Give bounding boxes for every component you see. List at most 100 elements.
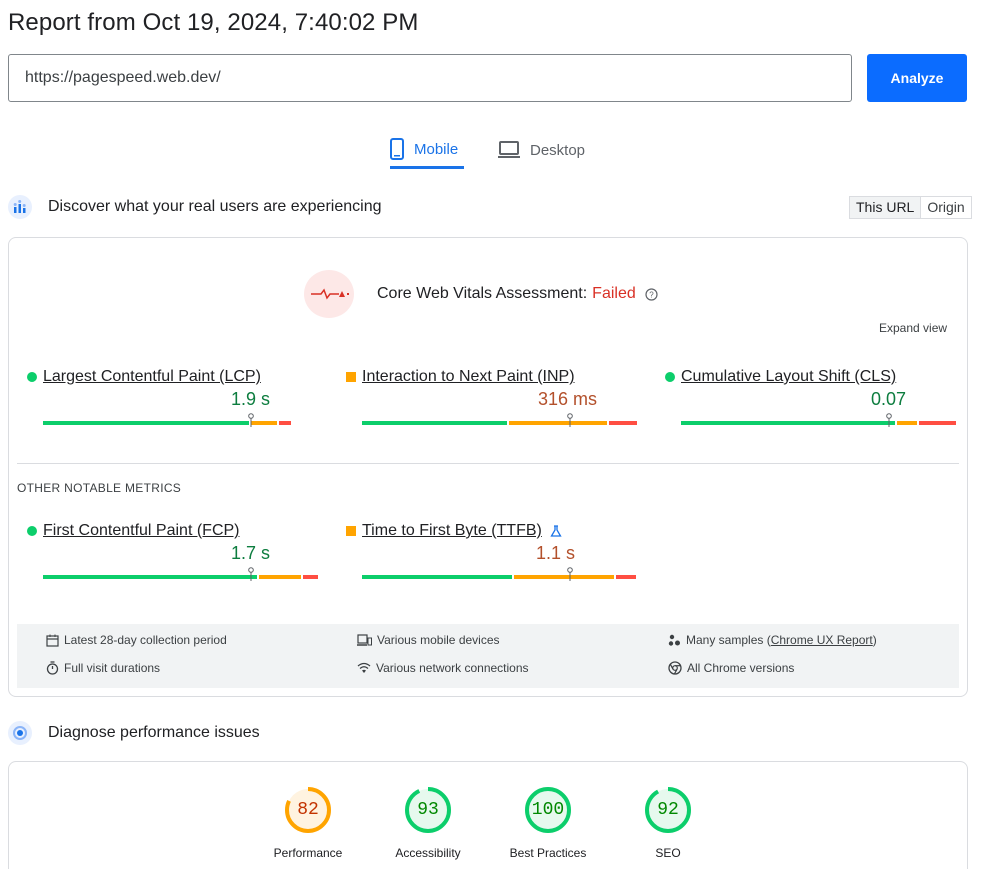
good-segment xyxy=(362,575,512,579)
info-chrome-versions: All Chrome versions xyxy=(668,661,794,675)
gauge-ring-icon xyxy=(525,787,571,833)
gauge-arc xyxy=(285,787,331,833)
samples-icon xyxy=(668,634,680,646)
info-devices-text: Various mobile devices xyxy=(377,633,500,647)
metric-cls-link[interactable]: Cumulative Layout Shift (CLS) xyxy=(681,368,897,385)
collection-info xyxy=(17,624,959,688)
gauge-ring-icon xyxy=(405,787,451,833)
toggle-this-url[interactable]: This URL xyxy=(850,197,922,218)
tab-mobile[interactable]: Mobile xyxy=(390,132,464,169)
metric-ttfb-link[interactable]: Time to First Byte (TTFB) xyxy=(362,522,542,539)
gauge-ring-icon xyxy=(285,787,331,833)
toggle-origin[interactable]: Origin xyxy=(927,199,965,215)
info-visit-text: Full visit durations xyxy=(64,661,161,675)
needs-improvement-segment xyxy=(259,575,301,579)
score-label: Performance xyxy=(273,846,343,860)
metric-cls: Cumulative Layout Shift (CLS) 0.07 xyxy=(665,368,956,438)
chrome-icon xyxy=(668,661,682,675)
info-network-text: Various network connections xyxy=(376,661,529,675)
poor-segment xyxy=(616,575,636,579)
gauge-arc xyxy=(645,787,691,833)
metric-inp-link[interactable]: Interaction to Next Paint (INP) xyxy=(362,368,575,385)
poor-segment xyxy=(279,421,291,425)
good-segment xyxy=(43,575,257,579)
phone-icon xyxy=(390,138,404,160)
needs-improvement-segment xyxy=(251,421,277,425)
good-segment xyxy=(362,421,507,425)
score-best-practices[interactable]: 100 Best Practices xyxy=(508,786,588,860)
cwv-assessment-status: Failed xyxy=(592,285,636,302)
lab-section-title: Diagnose performance issues xyxy=(48,724,260,741)
info-collection-text: Latest 28-day collection period xyxy=(64,633,227,647)
score-performance[interactable]: 82 Performance xyxy=(268,786,348,860)
other-metrics-heading: OTHER NOTABLE METRICS xyxy=(17,481,182,495)
score-accessibility[interactable]: 93 Accessibility xyxy=(388,786,468,860)
marker-icon xyxy=(248,567,254,581)
score-value: 93 xyxy=(417,800,439,820)
help-icon[interactable]: ? xyxy=(645,287,658,301)
good-dot-icon xyxy=(27,372,37,382)
needs-improvement-segment xyxy=(509,421,607,425)
gauge-arc xyxy=(525,787,571,833)
field-section-title: Discover what your real users are experi… xyxy=(48,198,382,215)
metric-inp: Interaction to Next Paint (INP) 316 ms xyxy=(346,368,637,438)
metric-inp-value: 316 ms xyxy=(537,389,597,409)
metric-fcp-value: 1.7 s xyxy=(230,543,270,563)
info-samples: Many samples (Chrome UX Report) xyxy=(668,633,877,647)
metric-lcp-value: 1.9 s xyxy=(230,389,270,409)
score-value: 100 xyxy=(531,800,565,820)
url-origin-toggle: This URL Origin xyxy=(849,196,972,219)
gauge-background xyxy=(647,789,689,831)
score-seo[interactable]: 92 SEO xyxy=(628,786,708,860)
tab-desktop[interactable]: Desktop xyxy=(498,132,588,168)
tab-mobile-label: Mobile xyxy=(414,140,459,158)
metric-cls-value: 0.07 xyxy=(870,389,906,409)
info-devices: Various mobile devices xyxy=(357,633,500,647)
gauge-background xyxy=(527,789,569,831)
calendar-icon xyxy=(46,634,59,647)
metric-lcp: Largest Contentful Paint (LCP) 1.9 s xyxy=(27,368,304,438)
score-label: Best Practices xyxy=(509,846,587,860)
info-chrome-text: All Chrome versions xyxy=(687,661,795,675)
chrome-ux-report-link[interactable]: Chrome UX Report xyxy=(770,633,873,647)
cwv-failed-badge xyxy=(304,270,354,318)
metric-ttfb: Time to First Byte (TTFB) 1.1 s xyxy=(346,522,636,592)
marker-icon xyxy=(248,413,254,427)
poor-segment xyxy=(609,421,637,425)
metric-lcp-link[interactable]: Largest Contentful Paint (LCP) xyxy=(43,368,261,385)
needs-improvement-segment xyxy=(514,575,614,579)
lab-data-card xyxy=(8,761,968,869)
gauge-background xyxy=(287,789,329,831)
info-collection-period: Latest 28-day collection period xyxy=(46,633,227,647)
marker-icon xyxy=(886,413,892,427)
good-segment xyxy=(681,421,895,425)
wifi-icon xyxy=(357,662,371,673)
good-dot-icon xyxy=(27,526,37,536)
metric-fcp-distribution xyxy=(43,575,320,579)
score-label: SEO xyxy=(655,846,681,860)
poor-segment xyxy=(303,575,318,579)
analyze-button[interactable]: Analyze xyxy=(867,54,967,102)
gauge-background xyxy=(407,789,449,831)
score-label: Accessibility xyxy=(395,846,461,860)
flask-icon xyxy=(550,525,562,537)
info-samples-prefix: Many samples ( xyxy=(686,633,771,647)
devices-icon xyxy=(357,633,372,646)
stopwatch-icon xyxy=(46,661,59,675)
gauge-arc xyxy=(405,787,451,833)
laptop-icon xyxy=(498,141,520,158)
metric-inp-distribution xyxy=(362,421,639,425)
field-data-card xyxy=(8,237,968,697)
diagnose-icon xyxy=(8,721,32,745)
cwv-assessment: Core Web Vitals Assessment: Failed ? xyxy=(377,285,658,303)
marker-icon xyxy=(567,413,573,427)
info-samples-suffix: ) xyxy=(872,633,877,647)
metric-lcp-distribution xyxy=(43,421,320,425)
gauge-ring-icon xyxy=(645,787,691,833)
score-value: 92 xyxy=(657,800,679,820)
metric-cls-distribution xyxy=(681,421,958,425)
url-input[interactable] xyxy=(8,54,852,102)
expand-view-link[interactable]: Expand view xyxy=(879,321,948,335)
metric-fcp-link[interactable]: First Contentful Paint (FCP) xyxy=(43,522,240,539)
info-network: Various network connections xyxy=(357,661,529,675)
